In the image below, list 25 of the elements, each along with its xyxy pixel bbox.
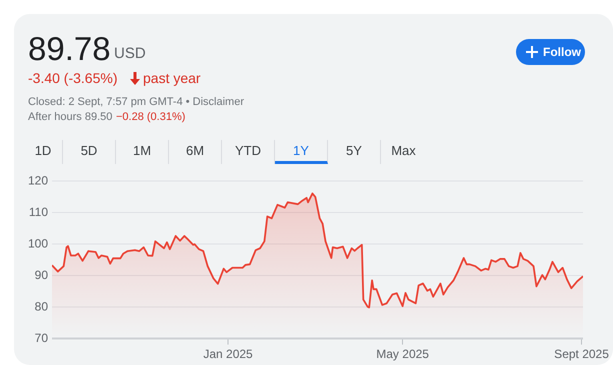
- text: -3.40 (-3.65%): [28, 70, 118, 86]
- text: −0.28 (0.31%): [116, 111, 186, 123]
- text: past year: [143, 70, 201, 86]
- y-tick-label: 90: [34, 268, 48, 282]
- text: Follow: [543, 45, 581, 59]
- y-tick-label: 70: [34, 330, 48, 345]
- text: 5D: [63, 140, 116, 164]
- text: YTD: [222, 140, 275, 164]
- text: 1Y: [275, 140, 328, 164]
- text: Closed: 2 Sept, 7:57 pm GMT-4 • Disclaimer: [28, 96, 244, 108]
- y-tick-label: 100: [28, 236, 48, 250]
- chart-subtitle: USD: [114, 45, 146, 62]
- text: Max: [390, 142, 417, 160]
- text: 6M: [169, 140, 222, 164]
- chart-title: 89.78: [28, 30, 111, 68]
- y-tick-label: 120: [28, 174, 48, 188]
- text: 1M: [116, 140, 169, 164]
- x-tick-label: May 2025: [376, 347, 430, 362]
- text: 5Y: [328, 140, 381, 164]
- x-tick-label: Jan 2025: [203, 347, 254, 362]
- y-tick-label: 80: [34, 299, 48, 314]
- text: 1D: [24, 140, 63, 164]
- text: After hours 89.50: [28, 111, 112, 123]
- x-tick-label: Sept 2025: [554, 347, 610, 362]
- y-tick-label: 110: [28, 204, 48, 219]
